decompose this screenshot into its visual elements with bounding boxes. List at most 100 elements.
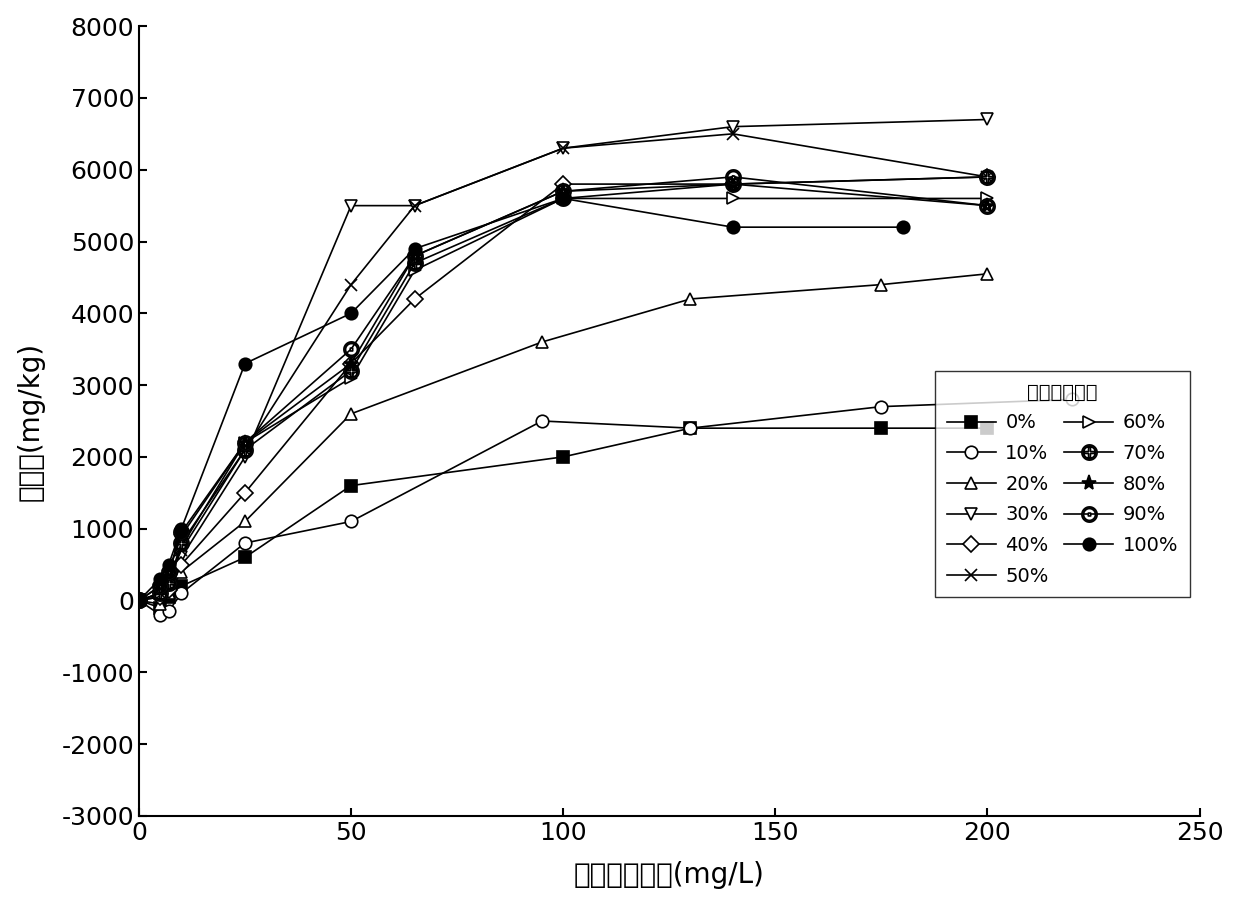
100%	[174, 524, 188, 535]
90%	[343, 343, 358, 354]
80%	[343, 358, 358, 369]
20%	[174, 566, 188, 577]
70%	[161, 577, 176, 588]
90%	[407, 250, 422, 261]
60%	[161, 581, 176, 592]
Line: 0%: 0%	[134, 422, 993, 613]
Line: 10%: 10%	[133, 393, 1079, 621]
10%	[683, 423, 698, 434]
30%	[407, 200, 422, 211]
40%	[238, 487, 253, 498]
0%	[683, 423, 698, 434]
90%	[556, 186, 570, 197]
10%	[174, 588, 188, 599]
80%	[174, 530, 188, 541]
70%	[238, 444, 253, 455]
30%	[238, 451, 253, 462]
20%	[153, 599, 167, 610]
0%	[238, 552, 253, 563]
100%	[153, 573, 167, 584]
30%	[980, 114, 994, 125]
100%	[238, 358, 253, 369]
60%	[980, 193, 994, 204]
30%	[161, 581, 176, 592]
100%	[725, 222, 740, 233]
0%	[174, 581, 188, 592]
0%	[874, 423, 889, 434]
20%	[683, 294, 698, 304]
40%	[343, 358, 358, 369]
0%	[131, 595, 146, 606]
20%	[343, 409, 358, 419]
50%	[343, 279, 358, 290]
80%	[161, 566, 176, 577]
60%	[131, 595, 146, 606]
50%	[174, 545, 188, 555]
50%	[556, 143, 570, 154]
Line: 80%: 80%	[131, 177, 994, 608]
80%	[153, 581, 167, 592]
100%	[131, 595, 146, 606]
0%	[153, 602, 167, 613]
100%	[407, 244, 422, 255]
70%	[153, 588, 167, 599]
50%	[153, 588, 167, 599]
Line: 100%: 100%	[133, 192, 909, 607]
30%	[131, 595, 146, 606]
40%	[131, 595, 146, 606]
70%	[556, 193, 570, 204]
Line: 40%: 40%	[134, 171, 993, 606]
70%	[174, 537, 188, 548]
0%	[161, 592, 176, 602]
50%	[407, 200, 422, 211]
Y-axis label: 吸附量(mg/kg): 吸附量(mg/kg)	[16, 342, 45, 500]
70%	[343, 365, 358, 376]
90%	[725, 171, 740, 182]
60%	[343, 372, 358, 383]
70%	[725, 178, 740, 189]
20%	[980, 268, 994, 279]
Line: 20%: 20%	[133, 267, 993, 611]
20%	[238, 516, 253, 527]
Line: 50%: 50%	[133, 128, 993, 607]
70%	[407, 257, 422, 268]
100%	[161, 559, 176, 570]
Line: 60%: 60%	[133, 192, 993, 607]
0%	[980, 423, 994, 434]
50%	[238, 444, 253, 455]
80%	[407, 250, 422, 261]
20%	[874, 279, 889, 290]
50%	[980, 171, 994, 182]
50%	[725, 129, 740, 140]
10%	[161, 606, 176, 617]
Legend: 0%, 10%, 20%, 30%, 40%, 50%, 60%, 70%, 80%, 90%, 100%: 0%, 10%, 20%, 30%, 40%, 50%, 60%, 70%, 8…	[935, 371, 1190, 597]
40%	[153, 592, 167, 602]
40%	[161, 584, 176, 595]
30%	[153, 592, 167, 602]
10%	[534, 416, 549, 427]
100%	[556, 193, 570, 204]
60%	[153, 588, 167, 599]
10%	[343, 516, 358, 527]
90%	[153, 581, 167, 592]
100%	[343, 308, 358, 319]
70%	[131, 595, 146, 606]
20%	[534, 337, 549, 348]
Line: 30%: 30%	[133, 113, 993, 607]
80%	[238, 437, 253, 448]
10%	[874, 401, 889, 412]
10%	[238, 537, 253, 548]
40%	[556, 178, 570, 189]
0%	[556, 451, 570, 462]
60%	[556, 193, 570, 204]
60%	[407, 265, 422, 275]
30%	[343, 200, 358, 211]
90%	[980, 200, 994, 211]
30%	[725, 121, 740, 132]
40%	[174, 559, 188, 570]
100%	[895, 222, 910, 233]
90%	[131, 595, 146, 606]
80%	[556, 186, 570, 197]
Line: 90%: 90%	[131, 169, 994, 608]
80%	[980, 200, 994, 211]
